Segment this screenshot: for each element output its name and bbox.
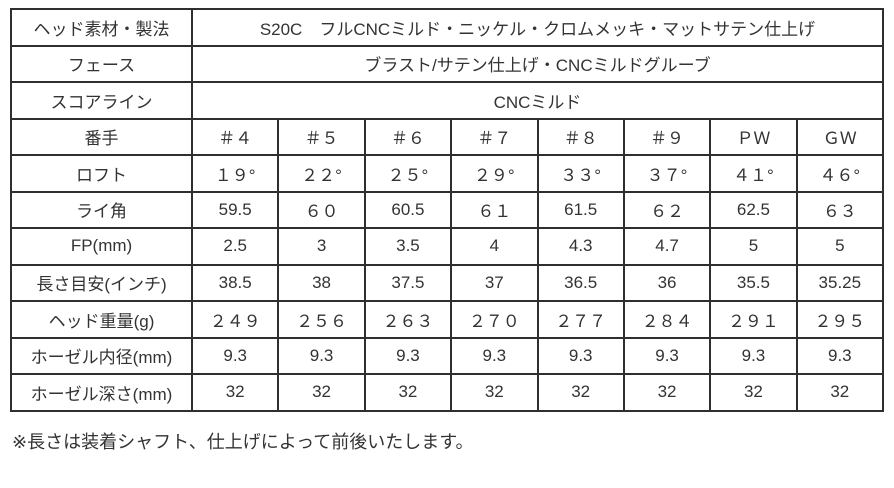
table-cell: ４１° (709, 154, 798, 193)
table-cell: ２４９ (190, 300, 280, 339)
table-cell: 32 (190, 373, 280, 412)
table-cell: ＰＷ (709, 117, 798, 156)
row-label-scoreline: スコアライン (10, 81, 193, 120)
table-cell: 38.5 (190, 263, 280, 302)
table-cell: 61.5 (536, 190, 625, 229)
table-cell: ２５° (363, 154, 453, 193)
table-cell: 32 (709, 373, 798, 412)
table-row-hosel-depth: ホーゼル深さ(mm) 32 32 32 32 32 32 32 32 (10, 373, 885, 412)
table-cell: 32 (795, 373, 885, 412)
table-cell: 32 (536, 373, 625, 412)
table-cell: 32 (363, 373, 453, 412)
table-cell: ＃４ (190, 117, 280, 156)
row-label-face: フェース (10, 44, 193, 83)
table-cell: 5 (795, 227, 885, 266)
table-cell: ２９５ (795, 300, 885, 339)
table-cell: 32 (622, 373, 712, 412)
row-label-hosel-depth: ホーゼル深さ(mm) (10, 373, 193, 412)
table-cell: ２５６ (277, 300, 366, 339)
table-cell: 38 (277, 263, 366, 302)
table-cell: ２８４ (622, 300, 712, 339)
table-cell: ２２° (277, 154, 366, 193)
table-row-loft: ロフト １９° ２２° ２５° ２９° ３３° ３７° ４１° ４６° (10, 154, 885, 193)
table-cell: 9.3 (622, 336, 712, 375)
value-head-material: S20C フルCNCミルド・ニッケル・クロムメッキ・マットサテン仕上げ (191, 8, 884, 47)
table-cell: 3.5 (363, 227, 453, 266)
table-cell: ６０ (277, 190, 366, 229)
table-cell: ６１ (450, 190, 539, 229)
table-cell: 9.3 (363, 336, 453, 375)
table-cell: 36 (622, 263, 712, 302)
table-cell: 62.5 (709, 190, 798, 229)
table-cell: 9.3 (795, 336, 885, 375)
table-cell: 3 (277, 227, 366, 266)
value-face: ブラスト/サテン仕上げ・CNCミルドグルーブ (191, 44, 884, 83)
table-cell: ＃９ (622, 117, 712, 156)
table-cell: 9.3 (190, 336, 280, 375)
table-cell: １９° (190, 154, 280, 193)
length-disclaimer-note: ※長さは装着シャフト、仕上げによって前後いたします。 (12, 431, 474, 452)
table-cell: 9.3 (536, 336, 625, 375)
row-label-fp: FP(mm) (10, 227, 193, 266)
table-cell: ２７０ (450, 300, 539, 339)
row-label-loft: ロフト (10, 154, 193, 193)
table-cell: ＧＷ (795, 117, 885, 156)
table-cell: 36.5 (536, 263, 625, 302)
table-cell: 35.5 (709, 263, 798, 302)
table-cell: 9.3 (277, 336, 366, 375)
table-row-head-material: ヘッド素材・製法 S20C フルCNCミルド・ニッケル・クロムメッキ・マットサテ… (10, 8, 884, 47)
table-cell: 2.5 (190, 227, 280, 266)
value-scoreline: CNCミルド (191, 81, 884, 120)
table-cell: ＃７ (450, 117, 539, 156)
row-label-head-material: ヘッド素材・製法 (10, 8, 193, 47)
golf-iron-spec-table: ヘッド素材・製法 S20C フルCNCミルド・ニッケル・クロムメッキ・マットサテ… (10, 8, 885, 412)
table-row-face: フェース ブラスト/サテン仕上げ・CNCミルドグルーブ (10, 44, 884, 83)
table-cell: 4.3 (536, 227, 625, 266)
table-cell: ６２ (622, 190, 712, 229)
table-cell: ＃６ (363, 117, 453, 156)
table-cell: 9.3 (450, 336, 539, 375)
row-label-hosel-bore: ホーゼル内径(mm) (10, 336, 193, 375)
table-cell: 60.5 (363, 190, 453, 229)
table-cell: ２９１ (709, 300, 798, 339)
table-row-hosel-bore: ホーゼル内径(mm) 9.3 9.3 9.3 9.3 9.3 9.3 9.3 9… (10, 336, 885, 375)
table-row-lie-angle: ライ角 59.5 ６０ 60.5 ６１ 61.5 ６２ 62.5 ６３ (10, 190, 885, 229)
table-cell: ２９° (450, 154, 539, 193)
row-label-club-number: 番手 (10, 117, 193, 156)
table-cell: 32 (277, 373, 366, 412)
table-cell: ６３ (795, 190, 885, 229)
table-row-fp: FP(mm) 2.5 3 3.5 4 4.3 4.7 5 5 (10, 227, 885, 266)
table-cell: 5 (709, 227, 798, 266)
table-cell: 4 (450, 227, 539, 266)
table-cell: ３７° (622, 154, 712, 193)
table-cell: ４６° (795, 154, 885, 193)
table-cell: 4.7 (622, 227, 712, 266)
table-row-length: 長さ目安(インチ) 38.5 38 37.5 37 36.5 36 35.5 3… (10, 263, 885, 302)
table-cell: 59.5 (190, 190, 280, 229)
row-label-head-weight: ヘッド重量(g) (10, 300, 193, 339)
table-cell: 9.3 (709, 336, 798, 375)
row-label-length: 長さ目安(インチ) (10, 263, 193, 302)
table-row-scoreline: スコアライン CNCミルド (10, 81, 884, 120)
table-cell: ２７７ (536, 300, 625, 339)
table-cell: ３３° (536, 154, 625, 193)
table-cell: 37.5 (363, 263, 453, 302)
table-cell: 37 (450, 263, 539, 302)
table-row-club-number: 番手 ＃４ ＃５ ＃６ ＃７ ＃８ ＃９ ＰＷ ＧＷ (10, 117, 885, 156)
table-row-head-weight: ヘッド重量(g) ２４９ ２５６ ２６３ ２７０ ２７７ ２８４ ２９１ ２９５ (10, 300, 885, 339)
table-cell: ２６３ (363, 300, 453, 339)
row-label-lie-angle: ライ角 (10, 190, 193, 229)
table-cell: ＃５ (277, 117, 366, 156)
table-cell: ＃８ (536, 117, 625, 156)
table-cell: 35.25 (795, 263, 885, 302)
table-cell: 32 (450, 373, 539, 412)
